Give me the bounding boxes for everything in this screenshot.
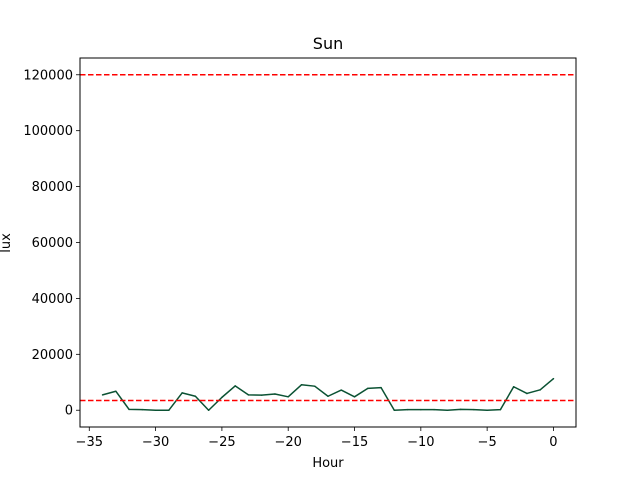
- data-point: [207, 409, 210, 411]
- x-tick-label: −20: [274, 435, 301, 450]
- data-point: [446, 409, 449, 411]
- data-point: [247, 394, 250, 396]
- x-axis-label: Hour: [312, 456, 344, 471]
- y-axis-label: lux: [0, 233, 14, 253]
- y-tick-label: 100000: [23, 124, 73, 139]
- data-point: [340, 389, 343, 391]
- data-point: [154, 409, 157, 411]
- y-tick-label: 20000: [32, 348, 73, 363]
- data-point: [234, 385, 236, 387]
- data-point: [420, 408, 422, 411]
- data-point: [393, 409, 396, 411]
- data-point: [141, 408, 144, 411]
- x-tick-label: −25: [208, 435, 235, 450]
- data-point: [115, 390, 117, 392]
- y-tick-label: 40000: [32, 292, 73, 307]
- y-tick-label: 60000: [32, 236, 73, 251]
- data-point: [539, 389, 541, 391]
- data-point: [367, 387, 369, 390]
- data-point: [380, 386, 382, 389]
- data-point: [473, 408, 475, 411]
- data-point: [459, 408, 462, 411]
- data-point: [552, 377, 555, 380]
- data-point: [313, 385, 316, 387]
- x-tick-label: −15: [341, 435, 368, 450]
- data-point: [526, 392, 528, 395]
- y-tick-label: 80000: [32, 180, 73, 195]
- y-axis: 0 20000 40000 60000 80000 100000 120000: [23, 68, 80, 419]
- data-point: [168, 409, 170, 411]
- chart-title: Sun: [313, 34, 343, 53]
- data-point: [260, 394, 263, 396]
- data-point: [128, 408, 130, 411]
- data-point: [274, 393, 276, 395]
- data-point: [287, 396, 289, 398]
- x-tick-label: −35: [76, 435, 103, 450]
- data-point: [221, 396, 223, 399]
- y-tick-label: 0: [65, 404, 73, 419]
- x-tick-label: −30: [142, 435, 169, 450]
- data-point: [194, 395, 197, 397]
- data-point: [181, 392, 183, 394]
- data-point: [406, 408, 409, 411]
- data-point: [353, 396, 356, 398]
- data-point: [101, 394, 104, 396]
- plot-area: [80, 74, 576, 411]
- y-tick-label: 120000: [23, 68, 73, 83]
- data-point: [327, 395, 329, 397]
- data-point: [486, 409, 488, 411]
- data-point: [512, 386, 515, 388]
- data-point: [300, 384, 303, 386]
- x-axis: −35 −30 −25 −20 −15 −10 −5 0: [76, 427, 558, 450]
- data-point: [433, 408, 435, 411]
- x-tick-label: −10: [407, 435, 434, 450]
- x-tick-label: −5: [478, 435, 497, 450]
- data-point: [499, 408, 502, 411]
- x-tick-label: 0: [549, 435, 557, 450]
